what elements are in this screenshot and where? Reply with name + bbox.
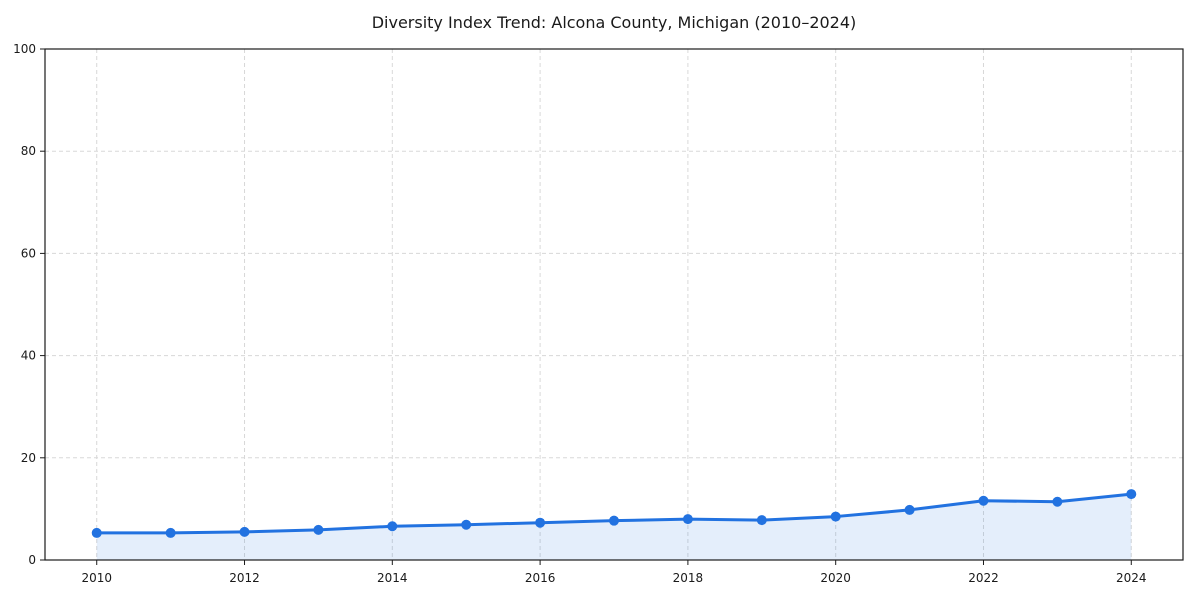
x-tick-label: 2018 [673, 571, 704, 585]
y-tick-label: 20 [21, 451, 36, 465]
chart-title: Diversity Index Trend: Alcona County, Mi… [371, 13, 857, 32]
data-point-2012 [239, 526, 250, 537]
data-point-2020 [830, 511, 841, 522]
data-point-2010 [91, 527, 102, 538]
y-tick-label: 40 [21, 349, 36, 363]
data-point-2024 [1126, 489, 1137, 500]
x-tick-label: 2020 [820, 571, 851, 585]
y-tick-label: 80 [21, 144, 36, 158]
axes-spines [44, 48, 1184, 561]
x-tick-label: 2024 [1116, 571, 1147, 585]
x-tick-label: 2016 [525, 571, 556, 585]
y-tick-label: 60 [21, 246, 36, 260]
data-point-2023 [1052, 496, 1063, 507]
data-point-2014 [387, 521, 398, 532]
data-point-2019 [756, 515, 767, 526]
data-point-2016 [535, 517, 546, 528]
area-fill [96, 494, 1132, 560]
data-point-2013 [313, 524, 324, 535]
data-point-2021 [904, 504, 915, 515]
x-tick-label: 2010 [81, 571, 112, 585]
x-tick-label: 2014 [377, 571, 408, 585]
y-tick-label: 100 [13, 42, 36, 56]
x-tick-label: 2012 [229, 571, 260, 585]
data-point-2017 [609, 515, 619, 526]
x-tick-label: 2022 [968, 571, 999, 585]
data-point-2018 [682, 514, 693, 525]
data-point-2011 [165, 527, 176, 538]
data-point-2015 [461, 519, 472, 530]
data-point-2022 [978, 495, 989, 506]
y-tick-label: 0 [28, 553, 36, 567]
